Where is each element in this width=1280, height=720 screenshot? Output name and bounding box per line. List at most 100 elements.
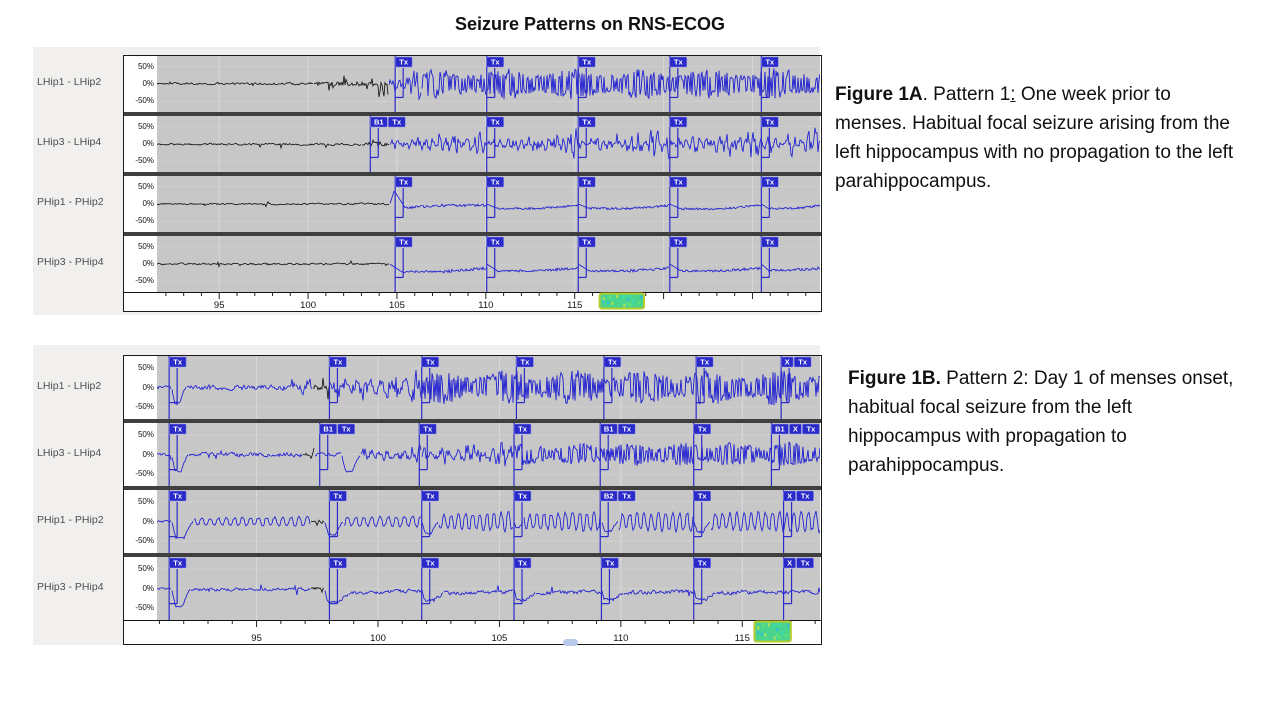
figure-1b-channel-rows: 50% 0% -50% Tx Tx Tx Tx Tx Tx X Tx 50% 0% -50% Tx B1 Tx T… bbox=[124, 356, 821, 620]
event-marker-x-tx: X Tx bbox=[780, 356, 812, 419]
svg-text:Tx: Tx bbox=[521, 358, 531, 367]
event-marker-tx: Tx bbox=[486, 56, 505, 112]
amplitude-tick-label: 0% bbox=[142, 449, 154, 459]
svg-text:B1: B1 bbox=[374, 118, 384, 127]
time-axis: 95 100 105 110 115 bbox=[124, 620, 821, 644]
svg-text:X: X bbox=[787, 559, 792, 568]
ecog-trace-plot: Tx Tx Tx Tx Tx bbox=[157, 56, 820, 112]
event-marker-tx: Tx bbox=[577, 116, 596, 172]
event-marker-tx: Tx bbox=[486, 116, 505, 172]
ecog-channel-row: 50% 0% -50% Tx Tx Tx Tx B2 Tx Tx X Tx bbox=[124, 490, 821, 553]
channel-label: PHip3 - PHip4 bbox=[37, 256, 104, 268]
svg-text:X: X bbox=[793, 425, 798, 434]
svg-text:Tx: Tx bbox=[491, 238, 501, 247]
ecog-trace-blue-segment bbox=[188, 449, 303, 460]
ecog-trace-blue-segment bbox=[186, 379, 296, 392]
event-marker-tx: Tx bbox=[695, 356, 714, 419]
svg-text:Tx: Tx bbox=[342, 425, 352, 434]
svg-text:B1: B1 bbox=[323, 425, 333, 434]
ecog-trace-blue-segment bbox=[343, 515, 422, 528]
ecog-trace-blue-segment bbox=[669, 131, 762, 158]
ecog-trace-blue-segment bbox=[693, 589, 716, 602]
ecog-trace-blue-segment bbox=[486, 263, 579, 273]
event-marker-tx: Tx bbox=[603, 356, 622, 419]
event-marker-tx: Tx bbox=[394, 56, 413, 112]
amplitude-tick-label: -50% bbox=[135, 216, 154, 226]
ecog-trace-blue-segment bbox=[421, 589, 444, 603]
ecog-trace-plot: Tx Tx Tx Tx Tx Tx X Tx bbox=[157, 356, 820, 419]
figure-1a-caption-colon: : bbox=[1010, 84, 1016, 105]
svg-text:Tx: Tx bbox=[698, 559, 708, 568]
ecog-trace-blue-segment bbox=[389, 190, 487, 210]
amplitude-tick-label: 50% bbox=[137, 496, 154, 506]
event-marker-tx: Tx bbox=[418, 423, 437, 486]
event-marker-tx: Tx bbox=[486, 236, 505, 292]
amplitude-tick-label: 50% bbox=[137, 241, 154, 251]
figure-1b-plot-frame: 50% 0% -50% Tx Tx Tx Tx Tx Tx X Tx 50% 0% -50% Tx B1 Tx T… bbox=[123, 355, 822, 645]
amplitude-tick-label: -50% bbox=[135, 603, 154, 613]
svg-text:Tx: Tx bbox=[798, 358, 808, 367]
ecog-trace-plot: Tx B1 Tx Tx Tx B1 Tx Tx B1 X Tx bbox=[157, 423, 820, 486]
channel-label: PHip3 - PHip4 bbox=[37, 580, 104, 593]
channel-separator bbox=[124, 232, 821, 236]
event-marker-tx: Tx bbox=[421, 356, 440, 419]
ecog-trace-plot: Tx Tx Tx Tx Tx bbox=[157, 176, 820, 232]
event-marker-tx: Tx bbox=[513, 423, 532, 486]
event-marker-tx: Tx bbox=[486, 176, 505, 232]
ecog-trace-blue-segment bbox=[535, 586, 602, 596]
ecog-trace-blue-segment bbox=[190, 584, 311, 596]
svg-text:Tx: Tx bbox=[173, 559, 183, 568]
ecog-trace-blue-segment bbox=[669, 203, 762, 211]
svg-text:Tx: Tx bbox=[582, 58, 592, 67]
event-marker-tx: Tx bbox=[577, 56, 596, 112]
ecog-trace-black-segment bbox=[313, 75, 389, 97]
ecog-trace-blue-segment bbox=[389, 131, 487, 154]
ecog-trace-blue-segment bbox=[761, 264, 820, 272]
amplitude-tick-label: 0% bbox=[142, 583, 154, 593]
ecog-trace-blue-segment bbox=[193, 515, 311, 527]
svg-text:Tx: Tx bbox=[426, 559, 436, 568]
event-marker-tx: Tx bbox=[328, 557, 347, 620]
ecog-trace-blue-segment bbox=[578, 203, 670, 211]
amplitude-tick-label: 0% bbox=[142, 516, 154, 526]
channel-separator bbox=[124, 486, 821, 490]
time-axis-label: 95 bbox=[251, 633, 262, 644]
ecog-trace-blue-segment bbox=[171, 521, 194, 540]
amplitude-scale-labels: 50% 0% -50% bbox=[124, 236, 157, 292]
event-marker-tx: Tx bbox=[394, 236, 413, 292]
amplitude-tick-label: 50% bbox=[137, 181, 154, 191]
event-marker-tx: Tx bbox=[669, 236, 688, 292]
amplitude-tick-label: 50% bbox=[137, 61, 154, 71]
event-marker-tx: Tx bbox=[669, 56, 688, 112]
ecog-trace-black-segment bbox=[312, 377, 330, 400]
svg-text:Tx: Tx bbox=[582, 238, 592, 247]
ecog-trace-blue-segment bbox=[761, 204, 820, 210]
ecog-trace-black-segment bbox=[157, 81, 314, 87]
svg-text:Tx: Tx bbox=[807, 425, 817, 434]
time-axis: 95 100 105 110 115 bbox=[124, 292, 821, 311]
svg-text:B1: B1 bbox=[775, 425, 785, 434]
svg-text:Tx: Tx bbox=[606, 559, 616, 568]
svg-text:Tx: Tx bbox=[801, 559, 811, 568]
amplitude-scale-labels: 50% 0% -50% bbox=[124, 116, 157, 172]
ecog-channel-row: 50% 0% -50% B1 Tx Tx Tx Tx Tx bbox=[124, 116, 821, 172]
svg-text:Tx: Tx bbox=[518, 492, 528, 501]
svg-text:Tx: Tx bbox=[622, 492, 632, 501]
event-marker-tx: Tx bbox=[760, 116, 779, 172]
svg-text:Tx: Tx bbox=[173, 358, 183, 367]
amplitude-tick-label: 50% bbox=[137, 429, 154, 439]
svg-text:Tx: Tx bbox=[173, 492, 183, 501]
ecog-trace-blue-segment bbox=[324, 522, 344, 537]
ecog-trace-blue-segment bbox=[295, 378, 313, 396]
svg-text:Tx: Tx bbox=[399, 58, 409, 67]
ecog-trace-plot: Tx Tx Tx Tx B2 Tx Tx X Tx bbox=[157, 490, 820, 553]
ecog-trace-blue-segment bbox=[669, 263, 762, 273]
event-marker-tx: Tx bbox=[760, 236, 779, 292]
figure-1a-caption-bold: Figure 1A bbox=[835, 84, 923, 105]
svg-text:Tx: Tx bbox=[622, 425, 632, 434]
ecog-trace-blue-segment bbox=[324, 590, 349, 604]
event-marker-b2-tx: B2 Tx bbox=[599, 490, 636, 553]
figure-1a-caption-mid: . Pattern 1 bbox=[922, 84, 1011, 105]
channel-label: PHip1 - PHip2 bbox=[37, 196, 104, 208]
